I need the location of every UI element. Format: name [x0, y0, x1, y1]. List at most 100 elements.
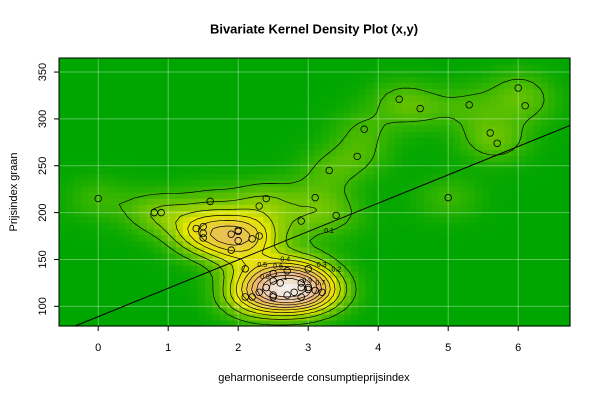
density-cell	[343, 118, 352, 126]
density-cell	[139, 289, 148, 297]
density-cell	[197, 179, 206, 187]
density-cell	[380, 277, 389, 284]
density-cell	[95, 204, 104, 211]
density-cell	[372, 295, 381, 303]
density-cell	[161, 70, 170, 77]
density-cell	[197, 143, 206, 150]
density-cell	[438, 289, 447, 297]
density-cell	[241, 118, 250, 126]
density-cell	[219, 179, 228, 187]
density-cell	[504, 277, 513, 284]
density-cell	[110, 192, 118, 199]
density-cell	[424, 319, 432, 327]
density-cell	[256, 143, 264, 150]
density-cell	[445, 283, 454, 291]
density-cell	[394, 283, 403, 291]
density-cell	[431, 246, 440, 254]
density-cell	[263, 185, 272, 193]
density-cell	[102, 192, 111, 199]
density-cell	[402, 216, 410, 224]
density-cell	[438, 149, 447, 157]
density-cell	[117, 295, 126, 303]
density-cell	[263, 222, 272, 230]
density-cell	[343, 283, 352, 291]
density-cell	[146, 112, 155, 120]
density-cell	[292, 228, 301, 236]
density-cell	[504, 265, 513, 272]
density-cell	[402, 289, 410, 297]
density-cell	[504, 167, 513, 175]
density-cell	[489, 265, 498, 272]
density-cell	[95, 100, 104, 108]
density-cell	[124, 319, 133, 327]
density-cell	[365, 100, 374, 108]
density-cell	[482, 295, 491, 303]
density-cell	[336, 259, 345, 266]
data-point	[465, 101, 473, 109]
density-cell	[402, 185, 410, 193]
density-cell	[467, 112, 476, 120]
density-cell	[88, 240, 97, 248]
density-cell	[197, 301, 206, 309]
density-cell	[431, 149, 440, 157]
density-cell	[212, 283, 221, 291]
density-cell	[102, 252, 111, 260]
data-point	[262, 283, 270, 292]
density-cell	[336, 155, 345, 163]
density-cell	[518, 198, 527, 205]
density-cell	[358, 58, 367, 65]
density-cell	[482, 210, 491, 217]
density-cell	[59, 210, 67, 217]
density-cell	[424, 198, 432, 205]
density-cell	[351, 313, 359, 321]
density-cell	[475, 82, 483, 90]
density-cell	[555, 143, 564, 150]
density-cell	[365, 289, 374, 297]
density-cell	[380, 228, 389, 236]
density-cell	[533, 100, 542, 108]
density-cell	[504, 246, 513, 254]
density-cell	[482, 118, 491, 126]
density-cell	[467, 125, 476, 132]
density-cell	[321, 185, 330, 193]
density-cell	[321, 259, 330, 266]
density-cell	[314, 167, 323, 175]
density-cell	[110, 76, 118, 83]
density-cell	[212, 246, 221, 254]
density-cell	[66, 204, 75, 211]
density-cell	[278, 198, 286, 205]
density-cell	[431, 295, 440, 303]
density-cell	[161, 149, 170, 157]
density-cell	[263, 240, 272, 248]
density-cell	[562, 313, 571, 321]
density-cell	[278, 155, 286, 163]
density-cell	[467, 204, 476, 211]
density-cell	[205, 64, 213, 71]
density-cell	[234, 112, 243, 120]
density-cell	[555, 252, 564, 260]
density-cell	[263, 125, 272, 132]
density-cell	[219, 58, 228, 65]
density-cell	[110, 125, 118, 132]
density-cell	[226, 179, 235, 187]
density-cell	[336, 265, 345, 272]
x-tick-label: 6	[515, 342, 521, 354]
density-cell	[205, 131, 213, 138]
density-cell	[380, 185, 389, 193]
density-cell	[402, 88, 410, 96]
density-cell	[299, 216, 308, 224]
density-cell	[402, 64, 410, 71]
density-cell	[409, 173, 418, 181]
density-cell	[372, 179, 381, 187]
density-cell	[175, 173, 184, 181]
density-cell	[102, 222, 111, 230]
density-cell	[445, 192, 454, 199]
density-cell	[504, 112, 513, 120]
density-cell	[453, 210, 462, 217]
density-cell	[80, 222, 89, 230]
density-cell	[402, 137, 410, 144]
density-cell	[146, 277, 155, 284]
density-cell	[489, 82, 498, 90]
density-cell	[526, 118, 535, 126]
density-cell	[168, 70, 177, 77]
